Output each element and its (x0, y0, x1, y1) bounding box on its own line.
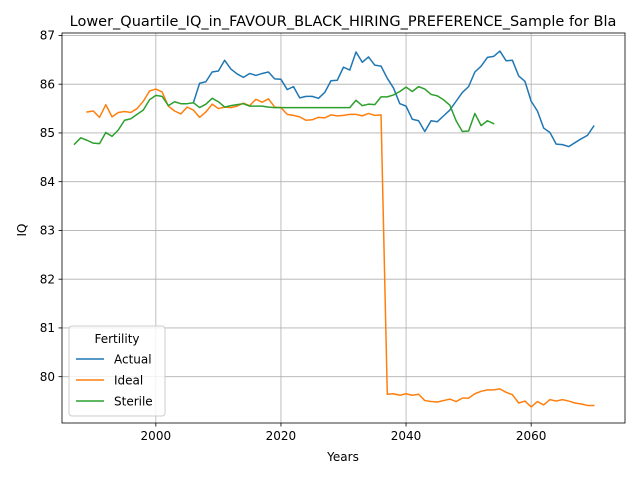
y-tick-label: 87 (40, 29, 55, 43)
y-tick-label: 86 (40, 77, 55, 91)
y-tick-label: 81 (40, 321, 55, 335)
legend-title: Fertility (94, 332, 139, 346)
legend-label-actual: Actual (114, 352, 152, 366)
legend-box (68, 325, 166, 417)
x-axis-label: Years (326, 450, 359, 464)
x-tick-label: 2060 (516, 429, 547, 443)
y-tick-label: 82 (40, 272, 55, 286)
series-line-sterile (73, 85, 495, 146)
x-tick-label: 2000 (141, 429, 172, 443)
legend-label-ideal: Ideal (114, 373, 143, 387)
y-tick-label: 84 (40, 175, 55, 189)
grid-lines (62, 33, 625, 423)
x-tick-label: 2020 (266, 429, 297, 443)
y-axis-label: IQ (15, 224, 29, 237)
series-line-actual (192, 50, 595, 148)
series-line-ideal (86, 88, 595, 408)
y-tick-label: 85 (40, 126, 55, 140)
chart-title: Lower_Quartile_IQ_in_FAVOUR_BLACK_HIRING… (70, 14, 617, 30)
x-axis-ticks: 2000 2020 2040 2060 (141, 423, 547, 443)
series-lines (73, 50, 595, 408)
y-tick-label: 83 (40, 224, 55, 238)
legend: Fertility Actual Ideal Sterile (68, 325, 166, 417)
y-tick-label: 80 (40, 370, 55, 384)
plot-frame (61, 32, 626, 424)
x-tick-label: 2040 (391, 429, 422, 443)
y-axis-ticks: 80 81 82 83 84 85 86 87 (40, 29, 62, 384)
legend-label-sterile: Sterile (114, 394, 153, 408)
